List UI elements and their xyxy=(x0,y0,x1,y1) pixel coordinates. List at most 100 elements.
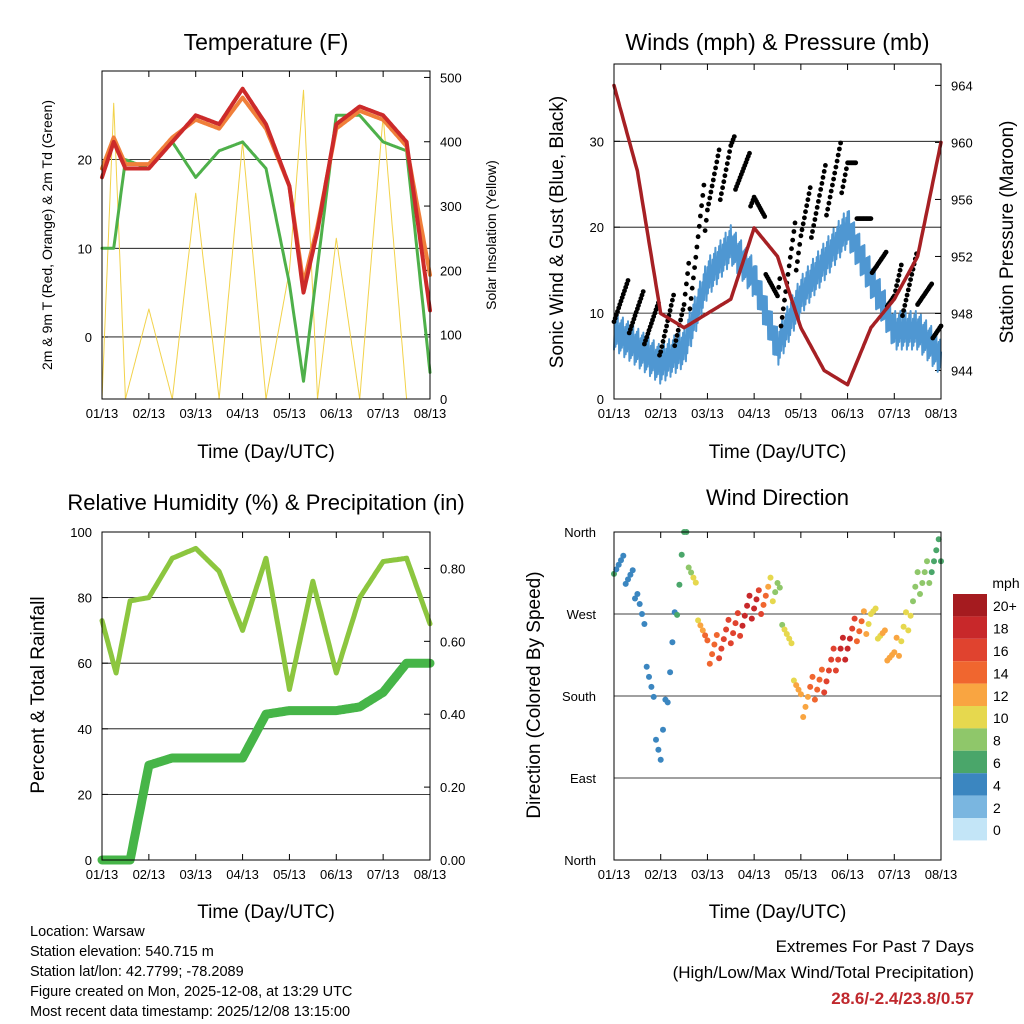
humidity-y2tick-label: 0.60 xyxy=(440,634,465,649)
gust-point xyxy=(842,172,848,178)
station-info: Location: Warsaw Station elevation: 540.… xyxy=(30,922,352,1022)
direction-point xyxy=(751,605,758,612)
gust-point xyxy=(841,178,847,184)
direction-points xyxy=(611,529,944,763)
gust-point xyxy=(814,205,820,210)
direction-point xyxy=(613,566,620,573)
direction-point xyxy=(844,645,851,652)
direction-point xyxy=(702,632,709,639)
direction-point xyxy=(776,584,783,591)
legend-title: mph xyxy=(992,575,1019,591)
direction-point xyxy=(881,627,888,634)
direction-point xyxy=(853,638,860,645)
gust-point xyxy=(810,229,815,234)
gust-point xyxy=(792,220,798,226)
direction-point xyxy=(618,557,624,564)
gust-point xyxy=(726,155,731,161)
winds-y2label: Station Pressure (Maroon) xyxy=(997,121,1018,344)
direction-point xyxy=(667,669,674,676)
temperature-ytick-label: 10 xyxy=(78,241,92,256)
winds-xtick-label: 03/13 xyxy=(691,406,724,421)
gust-point xyxy=(832,170,838,176)
gust-point xyxy=(805,197,811,203)
direction-point xyxy=(842,656,849,663)
gust-point xyxy=(715,153,721,159)
direction-point xyxy=(800,714,807,720)
legend-label: 18 xyxy=(993,621,1009,637)
gust-point xyxy=(686,260,692,266)
direction-point xyxy=(765,583,772,590)
temperature-ytick-label: 0 xyxy=(85,330,92,345)
gust-point xyxy=(895,278,901,283)
direction-point xyxy=(795,686,802,693)
gust-point xyxy=(790,237,796,243)
direction-point xyxy=(804,693,811,700)
gust-point xyxy=(720,185,725,191)
direction-point xyxy=(646,673,652,680)
temperature-xtick-label: 01/13 xyxy=(86,406,119,421)
direction-point xyxy=(935,536,942,543)
gust-point xyxy=(840,184,846,190)
direction-point xyxy=(634,591,641,597)
direction-point xyxy=(706,660,713,667)
legend-swatch xyxy=(953,638,987,662)
gust-point xyxy=(897,267,903,273)
legend-swatch xyxy=(953,616,987,639)
gust-point xyxy=(786,263,792,269)
humidity-ylabel: Percent & Total Rainfall xyxy=(28,596,49,793)
direction-point xyxy=(653,736,659,743)
direction-point xyxy=(772,589,779,596)
direction-point xyxy=(769,598,776,605)
gust-point xyxy=(670,297,675,303)
gust-point xyxy=(727,149,732,155)
direction-point xyxy=(839,634,846,641)
temperature-frame xyxy=(101,70,431,400)
legend-swatch xyxy=(953,750,987,774)
gust-point xyxy=(837,146,842,152)
gust-point xyxy=(797,242,803,247)
gust-point xyxy=(625,278,631,283)
humidity-xtick-label: 01/13 xyxy=(86,867,119,882)
gust-point xyxy=(834,158,840,164)
legend-label: 2 xyxy=(993,800,1001,816)
direction-point xyxy=(716,655,723,662)
direction-point xyxy=(893,634,900,641)
legend-label: 6 xyxy=(993,755,1001,771)
temperature-xtick-label: 02/13 xyxy=(133,406,166,421)
gust-point xyxy=(691,275,696,281)
gust-point xyxy=(687,306,693,312)
gust-point xyxy=(692,265,697,270)
direction-tick-label: West xyxy=(567,607,597,622)
station-location: Location: Warsaw xyxy=(30,924,145,940)
humidity-y2tick-label: 0.00 xyxy=(440,853,465,868)
direction-point xyxy=(790,677,797,684)
gust-point xyxy=(907,282,912,288)
direction-point xyxy=(737,632,744,639)
direction-point xyxy=(779,621,786,628)
direction-point xyxy=(793,682,800,689)
gust-point xyxy=(909,272,915,277)
gust-point xyxy=(693,254,699,260)
humidity-ytick-label: 20 xyxy=(78,787,92,802)
direction-point xyxy=(699,627,706,634)
winds-xtick-label: 07/13 xyxy=(878,406,911,421)
direction-point xyxy=(828,656,835,663)
winds-xtick-label: 05/13 xyxy=(785,406,818,421)
gust-point xyxy=(684,281,689,287)
gust-point xyxy=(807,185,813,191)
direction-point xyxy=(620,552,627,559)
direction-point xyxy=(802,703,809,710)
gust-point xyxy=(695,234,701,240)
gust-point xyxy=(672,343,678,349)
legend-label: 14 xyxy=(993,665,1009,681)
direction-point xyxy=(837,645,844,652)
direction-point xyxy=(704,637,711,644)
temperature-xtick-label: 05/13 xyxy=(273,406,306,421)
gust-point xyxy=(789,246,794,252)
gust-point xyxy=(816,199,821,204)
winds-xtick-label: 06/13 xyxy=(831,406,864,421)
gust-point xyxy=(713,165,718,171)
direction-point xyxy=(809,673,816,680)
direction-point xyxy=(858,618,865,625)
gust-point xyxy=(702,228,708,234)
